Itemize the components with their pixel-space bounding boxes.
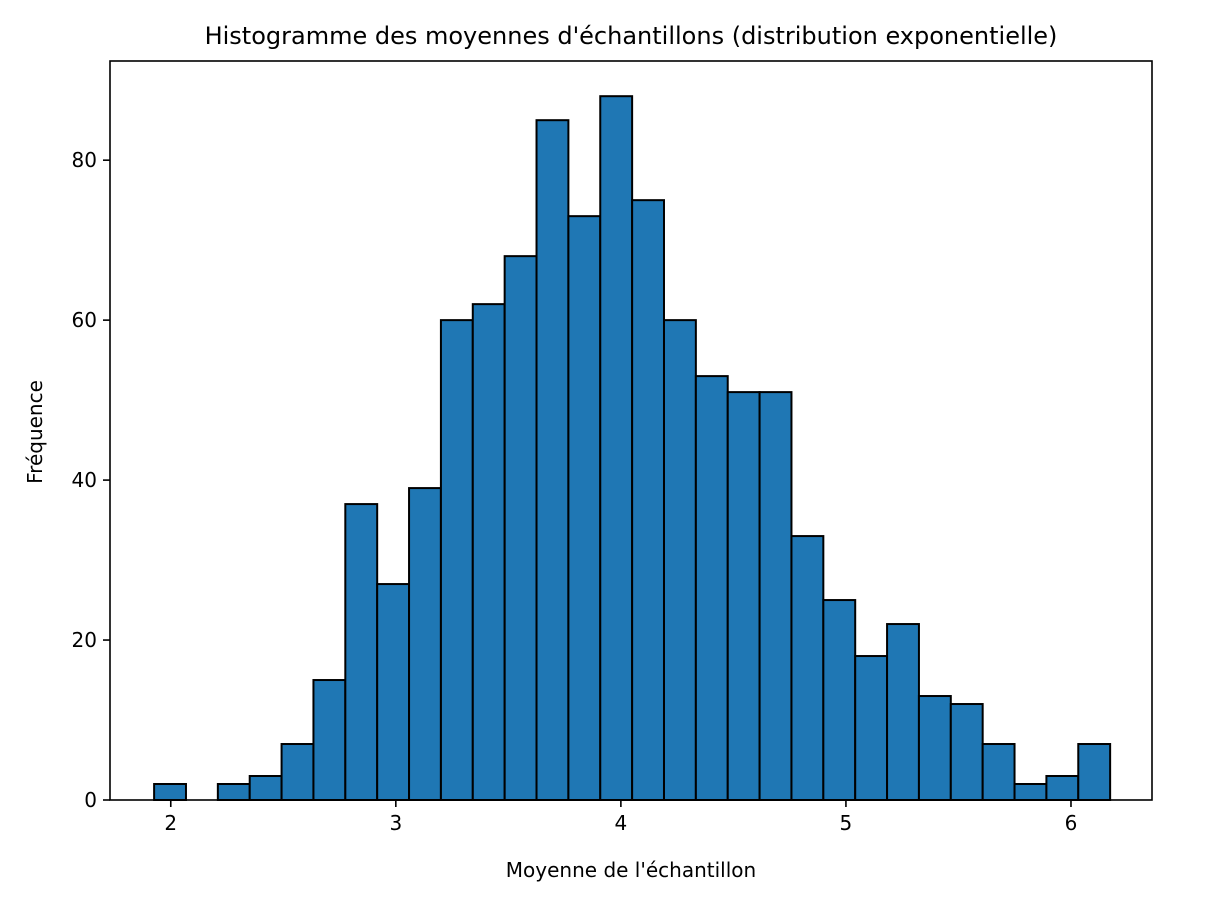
histogram-bar	[535, 119, 570, 802]
y-tick-label: 0	[84, 788, 97, 812]
histogram-bar	[344, 503, 379, 801]
histogram-bar	[854, 655, 889, 801]
y-axis-label: Fréquence	[23, 380, 47, 484]
x-axis-label: Moyenne de l'échantillon	[506, 858, 756, 882]
y-tick-label: 20	[72, 628, 97, 652]
histogram-bar	[949, 703, 984, 802]
y-tick-label: 40	[72, 468, 97, 492]
histogram-bar	[822, 599, 857, 802]
histogram-bar	[758, 391, 793, 801]
plot-frame	[109, 60, 1153, 801]
x-tick-label: 4	[615, 811, 628, 835]
histogram-bar	[312, 679, 347, 801]
y-tick-label: 80	[72, 148, 97, 172]
histogram-bar	[503, 255, 538, 802]
histogram-bar	[280, 743, 315, 801]
x-tick-label: 2	[164, 811, 177, 835]
chart-title: Histogramme des moyennes d'échantillons …	[205, 22, 1058, 50]
y-axis-ticks: 0 20 40 60 80	[72, 148, 110, 812]
histogram-bar	[471, 303, 506, 801]
histogram-bar	[790, 535, 825, 801]
histogram-bar	[694, 375, 729, 801]
histogram-bar	[1045, 775, 1080, 801]
bars-group	[153, 95, 1112, 802]
histogram-bar	[567, 215, 602, 801]
histogram-bar	[376, 583, 411, 802]
histogram-bar	[216, 783, 251, 802]
histogram-bar	[248, 775, 283, 801]
histogram-bar	[408, 487, 442, 801]
x-tick-label: 6	[1065, 811, 1078, 835]
x-tick-label: 5	[840, 811, 853, 835]
histogram-bar	[153, 783, 187, 802]
y-tick-label: 60	[72, 308, 97, 332]
histogram-bar	[1013, 783, 1048, 802]
histogram-bar	[981, 743, 1016, 801]
histogram-bar	[599, 95, 634, 801]
histogram-bar	[726, 391, 761, 801]
histogram-bar	[631, 199, 665, 801]
histogram-bar	[662, 319, 697, 801]
x-tick-label: 3	[389, 811, 402, 835]
histogram-bar	[886, 623, 920, 801]
x-axis-ticks: 2 3 4 5 6	[164, 800, 1077, 835]
histogram-bar	[1077, 743, 1112, 801]
histogram-bar	[439, 319, 474, 801]
histogram-bar	[917, 695, 952, 801]
